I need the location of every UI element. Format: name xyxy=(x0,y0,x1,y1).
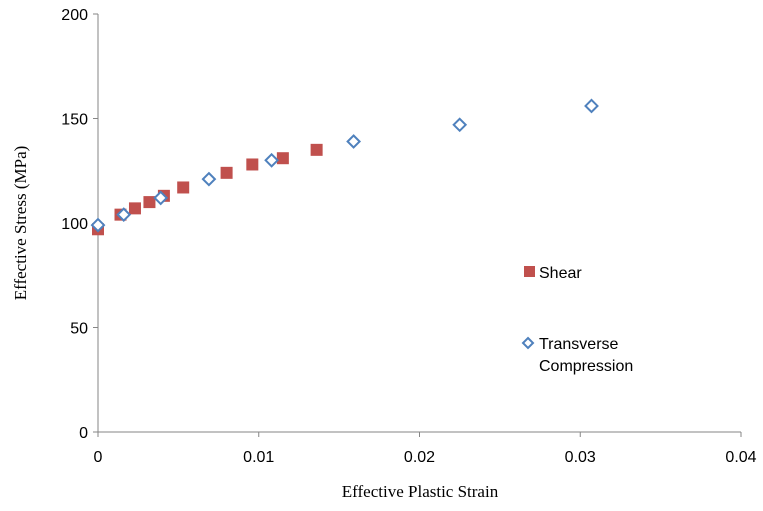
y-tick-label: 200 xyxy=(61,7,88,24)
y-axis-label: Effective Stress (MPa) xyxy=(11,146,30,301)
point xyxy=(220,166,233,179)
x-tick-label: 0.01 xyxy=(243,449,274,466)
x-tick-label: 0 xyxy=(94,449,103,466)
legend-label: Shear xyxy=(539,265,582,282)
y-tick-label: 100 xyxy=(61,216,88,233)
x-tick-label: 0.04 xyxy=(725,449,756,466)
point xyxy=(143,196,156,209)
point xyxy=(177,181,190,194)
x-tick-label: 0.02 xyxy=(404,449,435,466)
point xyxy=(584,98,599,114)
point xyxy=(246,158,259,171)
legend-marker xyxy=(524,266,535,277)
point xyxy=(310,143,323,156)
point xyxy=(276,152,289,165)
point xyxy=(346,134,362,149)
y-tick-label: 0 xyxy=(79,425,88,442)
point xyxy=(153,190,169,206)
x-tick-label: 0.03 xyxy=(565,449,596,466)
x-axis-label: Effective Plastic Strain xyxy=(342,482,499,501)
point xyxy=(90,217,106,233)
point xyxy=(452,117,468,133)
point xyxy=(128,202,141,215)
y-tick-label: 50 xyxy=(70,321,88,338)
point xyxy=(116,207,132,223)
point xyxy=(264,152,280,168)
legend-marker xyxy=(521,336,535,350)
y-tick-label: 150 xyxy=(61,112,88,129)
point xyxy=(201,171,217,187)
legend-label: Transverse Compression xyxy=(539,336,633,375)
